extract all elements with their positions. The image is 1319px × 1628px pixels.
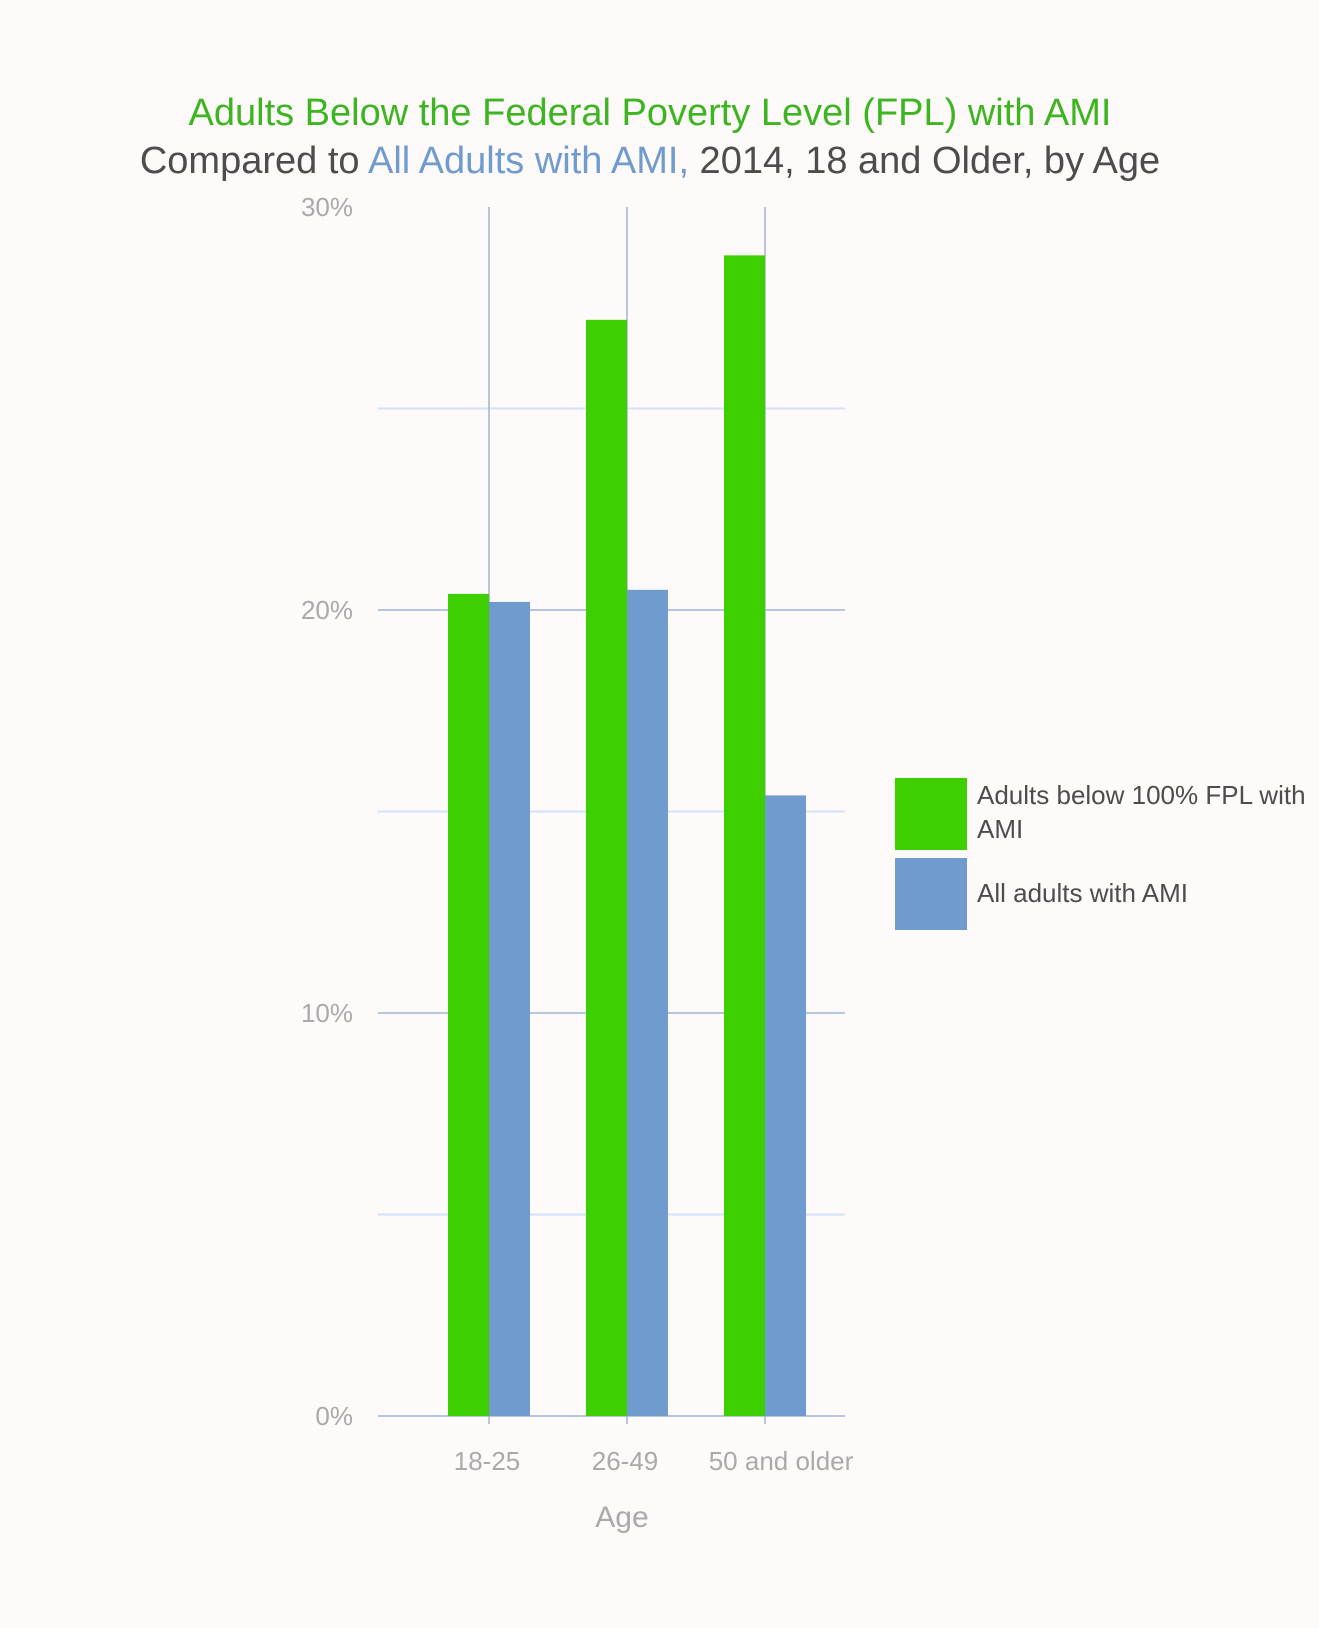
legend-label-fpl: Adults below 100% FPL with AMI (977, 780, 1306, 844)
chart-title: Adults Below the Federal Poverty Level (… (0, 92, 1300, 135)
y-tick-label: 0% (315, 1401, 353, 1431)
bar-fpl-1 (586, 319, 627, 1417)
subtitle-suffix: 2014, 18 and Older, by Age (689, 140, 1161, 182)
x-tick-label: 18-25 (454, 1446, 521, 1476)
y-tick-label: 20% (301, 595, 353, 625)
legend-swatch-all (895, 858, 967, 930)
bar-fpl-0 (448, 593, 489, 1416)
y-tick-label: 10% (301, 998, 353, 1028)
chart-subtitle: Compared to All Adults with AMI, 2014, 1… (0, 140, 1300, 183)
x-tick-label: 50 and older (709, 1446, 854, 1476)
legend-label-all: All adults with AMI (977, 878, 1188, 908)
bar-all-0 (489, 601, 530, 1416)
chart-title-line-1: Adults Below the Federal Poverty Level (… (188, 92, 1112, 134)
bar-fpl-2 (724, 255, 765, 1417)
y-tick-label: 30% (301, 192, 353, 222)
subtitle-highlight: All Adults with AMI, (367, 140, 689, 182)
x-tick-label: 26-49 (592, 1446, 659, 1476)
x-axis-label: Age (595, 1501, 648, 1534)
bar-all-1 (627, 589, 668, 1416)
subtitle-prefix: Compared to (139, 140, 368, 182)
bar-all-2 (765, 795, 806, 1416)
legend-swatch-fpl (895, 778, 967, 850)
